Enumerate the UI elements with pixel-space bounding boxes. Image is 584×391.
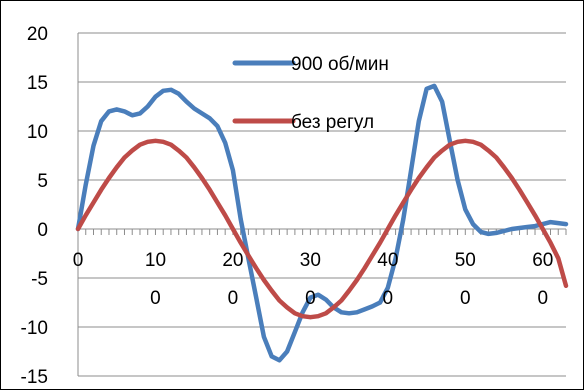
y-tick-label: 20 — [27, 24, 48, 45]
legend-label-900: 900 об/мин — [291, 54, 389, 75]
y-tick-label: -15 — [21, 367, 48, 388]
x-tick-label: 60 — [532, 250, 553, 271]
x-tick-label: 30 — [300, 250, 321, 271]
x-tick-label-row2: 0 — [228, 288, 239, 309]
y-tick-label: 0 — [37, 220, 48, 241]
x-tick-label-row2: 0 — [150, 288, 161, 309]
x-tick-label: 0 — [73, 250, 84, 271]
y-tick-label: -5 — [31, 269, 48, 290]
y-tick-label: 15 — [27, 73, 48, 94]
gridlines — [78, 32, 566, 377]
y-tick-label: 10 — [27, 122, 48, 143]
x-tick-label-row2: 0 — [305, 288, 316, 309]
x-tick-label-row2: 0 — [460, 288, 471, 309]
x-tick-label: 40 — [377, 250, 398, 271]
x-tick-label-row2: 0 — [383, 288, 394, 309]
y-tick-label: 5 — [37, 171, 48, 192]
x-tick-label: 20 — [222, 250, 243, 271]
x-tick-label: 50 — [455, 250, 476, 271]
y-tick-label: -10 — [21, 318, 48, 339]
x-tick-label: 10 — [145, 250, 166, 271]
series-line-1 — [75, 138, 569, 320]
series-lines — [75, 83, 569, 363]
axes — [77, 33, 567, 376]
x-tick-label-row2: 0 — [537, 288, 548, 309]
legend: 900 об/мин без регул — [232, 54, 389, 133]
legend-label-bez-regul: без регул — [291, 112, 374, 133]
series-line-0 — [75, 83, 569, 363]
